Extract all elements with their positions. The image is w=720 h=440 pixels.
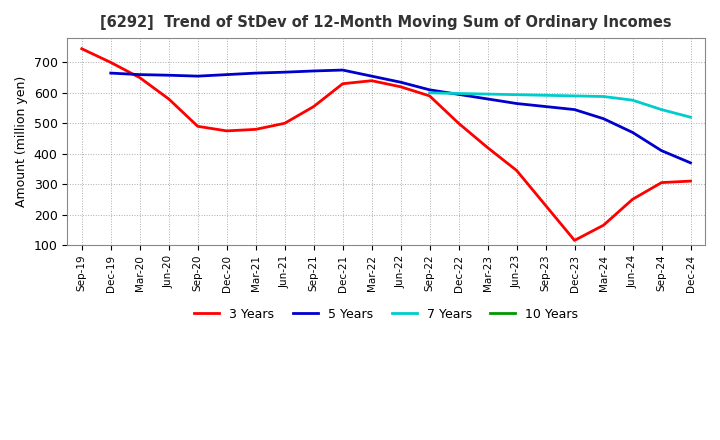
5 Years [686,160,695,165]
3 Years [280,121,289,126]
7 Years [541,93,550,98]
5 Years [135,72,144,77]
3 Years [367,78,376,83]
5 Years [454,92,463,97]
3 Years [483,145,492,150]
3 Years [251,127,260,132]
5 Years [367,73,376,79]
3 Years [310,104,318,109]
7 Years [686,114,695,120]
Line: 5 Years: 5 Years [111,70,690,163]
3 Years [396,84,405,89]
3 Years [599,223,608,228]
5 Years [541,104,550,109]
7 Years [483,92,492,97]
7 Years [599,94,608,99]
5 Years [222,72,231,77]
3 Years [135,75,144,80]
5 Years [629,130,637,135]
Y-axis label: Amount (million yen): Amount (million yen) [15,76,28,207]
Title: [6292]  Trend of StDev of 12-Month Moving Sum of Ordinary Incomes: [6292] Trend of StDev of 12-Month Moving… [100,15,672,30]
5 Years [251,70,260,76]
3 Years [107,60,115,65]
3 Years [686,179,695,184]
Line: 7 Years: 7 Years [430,93,690,117]
7 Years [512,92,521,97]
3 Years [338,81,347,86]
7 Years [426,90,434,95]
5 Years [570,107,579,112]
5 Years [338,67,347,73]
7 Years [629,98,637,103]
3 Years [454,121,463,126]
5 Years [483,96,492,102]
5 Years [280,70,289,75]
3 Years [657,180,666,185]
3 Years [194,124,202,129]
5 Years [657,148,666,153]
5 Years [310,68,318,73]
5 Years [194,73,202,79]
7 Years [570,93,579,99]
3 Years [570,238,579,243]
3 Years [222,128,231,133]
5 Years [396,80,405,85]
7 Years [454,91,463,96]
5 Years [512,101,521,106]
Line: 3 Years: 3 Years [82,49,690,240]
5 Years [164,73,173,78]
3 Years [512,168,521,173]
5 Years [426,87,434,92]
3 Years [426,93,434,99]
Legend: 3 Years, 5 Years, 7 Years, 10 Years: 3 Years, 5 Years, 7 Years, 10 Years [189,303,583,326]
5 Years [599,116,608,121]
3 Years [541,203,550,208]
3 Years [78,46,86,51]
3 Years [629,197,637,202]
3 Years [164,96,173,102]
7 Years [657,107,666,112]
5 Years [107,70,115,76]
